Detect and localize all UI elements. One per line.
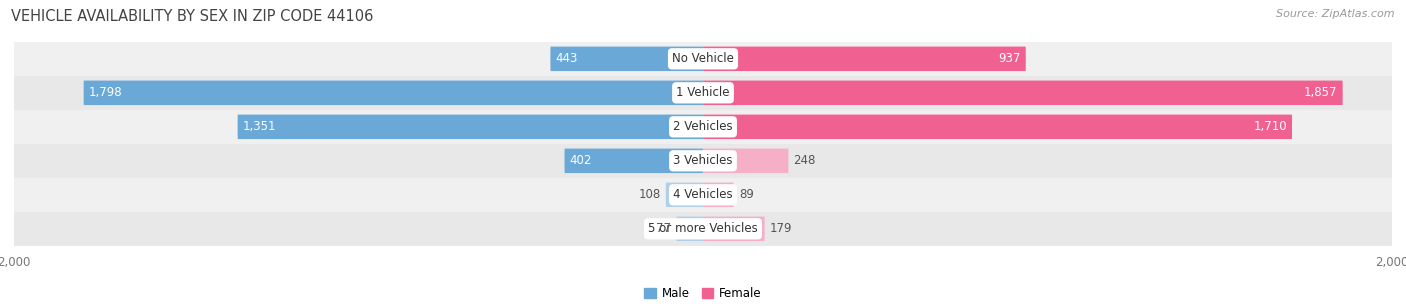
FancyBboxPatch shape xyxy=(703,47,1026,71)
FancyBboxPatch shape xyxy=(703,217,765,241)
FancyBboxPatch shape xyxy=(703,149,789,173)
Legend: Male, Female: Male, Female xyxy=(640,282,766,305)
FancyBboxPatch shape xyxy=(676,217,703,241)
Text: 108: 108 xyxy=(638,188,661,201)
Text: 1,710: 1,710 xyxy=(1253,120,1286,133)
FancyBboxPatch shape xyxy=(703,183,734,207)
Text: 248: 248 xyxy=(793,154,815,167)
Text: 179: 179 xyxy=(770,222,793,235)
FancyBboxPatch shape xyxy=(703,114,1292,139)
FancyBboxPatch shape xyxy=(238,114,703,139)
Text: 1,798: 1,798 xyxy=(89,86,122,99)
FancyBboxPatch shape xyxy=(703,80,1343,105)
Text: 2 Vehicles: 2 Vehicles xyxy=(673,120,733,133)
FancyBboxPatch shape xyxy=(83,80,703,105)
FancyBboxPatch shape xyxy=(565,149,703,173)
Text: 4 Vehicles: 4 Vehicles xyxy=(673,188,733,201)
Bar xyxy=(14,178,1392,212)
FancyBboxPatch shape xyxy=(666,183,703,207)
Text: 77: 77 xyxy=(657,222,671,235)
Bar xyxy=(14,144,1392,178)
Text: 1 Vehicle: 1 Vehicle xyxy=(676,86,730,99)
Text: 3 Vehicles: 3 Vehicles xyxy=(673,154,733,167)
Text: 1,351: 1,351 xyxy=(243,120,277,133)
Text: 937: 937 xyxy=(998,52,1021,65)
Text: Source: ZipAtlas.com: Source: ZipAtlas.com xyxy=(1277,9,1395,19)
Text: 443: 443 xyxy=(555,52,578,65)
Bar xyxy=(14,110,1392,144)
Text: 89: 89 xyxy=(738,188,754,201)
Text: 402: 402 xyxy=(569,154,592,167)
Text: 5 or more Vehicles: 5 or more Vehicles xyxy=(648,222,758,235)
Bar xyxy=(14,76,1392,110)
Bar xyxy=(14,42,1392,76)
Text: 1,857: 1,857 xyxy=(1303,86,1337,99)
Text: No Vehicle: No Vehicle xyxy=(672,52,734,65)
Bar xyxy=(14,212,1392,246)
Text: VEHICLE AVAILABILITY BY SEX IN ZIP CODE 44106: VEHICLE AVAILABILITY BY SEX IN ZIP CODE … xyxy=(11,9,374,24)
FancyBboxPatch shape xyxy=(550,47,703,71)
